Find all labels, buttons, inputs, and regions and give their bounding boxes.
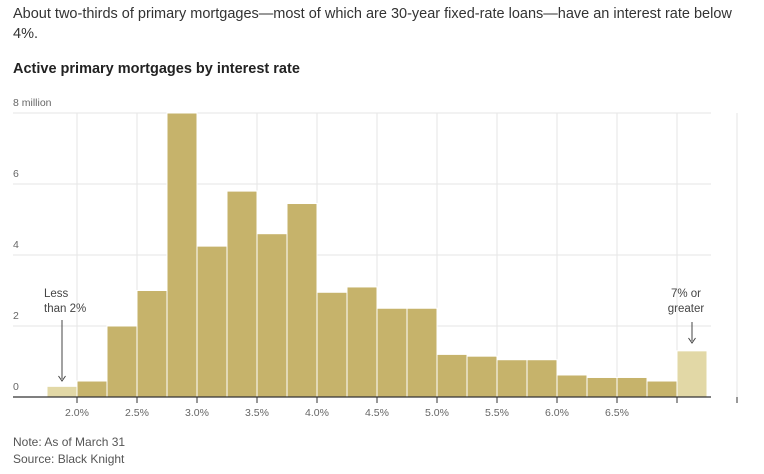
histogram-bar	[556, 374, 588, 398]
y-tick-label: 4	[13, 239, 19, 251]
y-tick-label: 8 million	[13, 97, 52, 109]
histogram-bar	[316, 291, 348, 398]
x-tick-label: 6.0%	[545, 407, 569, 419]
histogram-bar	[586, 376, 618, 398]
histogram-bar	[466, 355, 498, 398]
x-tick-label: 3.5%	[245, 407, 269, 419]
y-tick-label: 6	[13, 168, 19, 180]
histogram-bar-7-or-greater	[676, 350, 708, 398]
histogram-bar	[136, 290, 168, 398]
annotation-arrow-head	[688, 337, 696, 344]
histogram-bar	[166, 112, 198, 398]
x-tick-label: 2.0%	[65, 407, 89, 419]
histogram-bar	[106, 325, 138, 398]
histogram-bar	[526, 359, 558, 398]
histogram-bar	[286, 203, 318, 398]
histogram-bar	[196, 245, 228, 398]
annotation-7-or-greater: greater	[668, 303, 705, 315]
histogram-bar-less-than-2	[46, 385, 78, 398]
histogram-bar	[346, 286, 378, 398]
annotation-arrow-head	[58, 375, 66, 382]
x-tick-label: 5.0%	[425, 407, 449, 419]
note-text: Note: As of March 31	[13, 435, 126, 449]
chart-subhead: About two-thirds of primary mortgages—mo…	[13, 6, 732, 42]
chart-title: Active primary mortgages by interest rat…	[13, 61, 300, 77]
y-tick-label: 0	[13, 381, 19, 393]
histogram-bar	[496, 359, 528, 398]
y-tick-label: 2	[13, 310, 19, 322]
x-tick-label: 5.5%	[485, 407, 509, 419]
x-tick-label: 3.0%	[185, 407, 209, 419]
annotation-less-than-2: Less	[44, 288, 69, 300]
histogram-bar	[226, 190, 258, 398]
source-text: Source: Black Knight	[13, 452, 125, 466]
histogram-bar	[646, 380, 678, 398]
histogram-bar	[256, 233, 288, 398]
x-tick-label: 4.5%	[365, 407, 389, 419]
chart-notes: Note: As of March 31 Source: Black Knigh…	[13, 434, 125, 468]
histogram-bar	[616, 376, 648, 398]
histogram-bar	[76, 380, 108, 398]
annotation-less-than-2: than 2%	[44, 303, 86, 315]
x-tick-label: 4.0%	[305, 407, 329, 419]
x-tick-label: 6.5%	[605, 407, 629, 419]
histogram-bar	[406, 307, 438, 398]
histogram-bar	[376, 307, 408, 398]
histogram-bar	[436, 353, 468, 398]
x-tick-label: 2.5%	[125, 407, 149, 419]
annotation-7-or-greater: 7% or	[671, 288, 701, 300]
